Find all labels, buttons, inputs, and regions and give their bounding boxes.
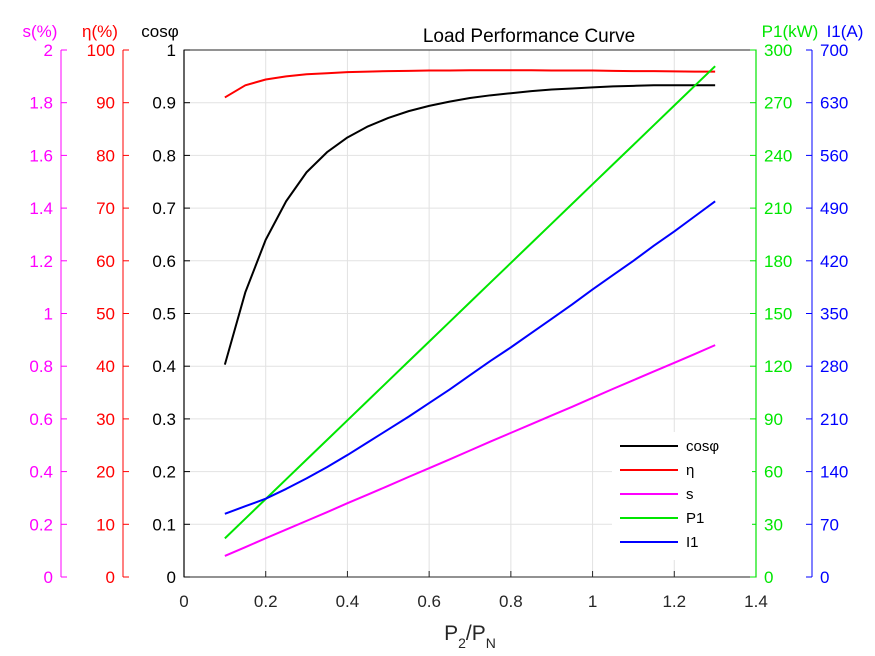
y-tick-label-i1: 700 [820, 41, 848, 60]
y-axis-title-s: s(%) [23, 22, 58, 41]
y-tick-label-i1: 490 [820, 199, 848, 218]
y-tick-label-i1: 280 [820, 357, 848, 376]
y-tick-label-s: 0 [44, 568, 53, 587]
y-tick-label-eta: 40 [96, 357, 115, 376]
y-tick-label-eta: 80 [96, 146, 115, 165]
y-tick-label-cos: 1 [167, 41, 176, 60]
y-axis-title-i1: I1(A) [827, 22, 864, 41]
y-tick-label-cos: 0 [167, 568, 176, 587]
y-tick-label-eta: 100 [87, 41, 115, 60]
y-tick-label-i1: 70 [820, 515, 839, 534]
y-tick-label-s: 0.8 [29, 357, 53, 376]
series-line-eta [224, 69, 716, 99]
y-tick-label-cos: 0.4 [152, 357, 176, 376]
x-tick-label: 0.2 [254, 592, 278, 611]
y-tick-label-s: 1.6 [29, 146, 53, 165]
y-tick-label-s: 1.8 [29, 94, 53, 113]
y-tick-label-p1: 60 [764, 463, 783, 482]
y-tick-label-s: 1 [44, 305, 53, 324]
y-tick-label-eta: 10 [96, 515, 115, 534]
y-axis-title-p1: P1(kW) [762, 22, 819, 41]
x-tick-label: 1.4 [744, 592, 768, 611]
y-tick-label-s: 0.4 [29, 463, 53, 482]
y-tick-label-cos: 0.7 [152, 199, 176, 218]
y-tick-label-cos: 0.3 [152, 410, 176, 429]
y-tick-label-p1: 90 [764, 410, 783, 429]
y-tick-label-eta: 30 [96, 410, 115, 429]
legend-label-i1: I1 [686, 534, 699, 551]
legend-label-eta: η [686, 462, 694, 479]
y-tick-label-cos: 0.1 [152, 515, 176, 534]
y-tick-label-s: 0.2 [29, 515, 53, 534]
y-tick-label-p1: 270 [764, 94, 792, 113]
y-tick-label-i1: 0 [820, 568, 829, 587]
y-tick-label-p1: 180 [764, 252, 792, 271]
y-tick-label-eta: 60 [96, 252, 115, 271]
y-tick-label-i1: 350 [820, 305, 848, 324]
x-tick-label: 0.8 [499, 592, 523, 611]
y-tick-label-p1: 300 [764, 41, 792, 60]
y-tick-label-i1: 420 [820, 252, 848, 271]
y-tick-label-p1: 240 [764, 146, 792, 165]
x-tick-label: 1 [588, 592, 597, 611]
y-tick-label-cos: 0.6 [152, 252, 176, 271]
y-tick-label-cos: 0.5 [152, 305, 176, 324]
y-tick-label-i1: 140 [820, 463, 848, 482]
x-tick-label: 1.2 [662, 592, 686, 611]
y-tick-label-cos: 0.9 [152, 94, 176, 113]
legend-box [612, 432, 752, 560]
series-line-cos [223, 84, 716, 365]
series-line-i1 [224, 200, 716, 515]
series-line-s [224, 344, 716, 557]
chart-title: Load Performance Curve [423, 26, 635, 47]
y-axis-title-eta: η(%) [82, 22, 118, 41]
y-tick-label-s: 2 [44, 41, 53, 60]
y-tick-label-p1: 120 [764, 357, 792, 376]
x-tick-label: 0.6 [417, 592, 441, 611]
y-tick-label-p1: 30 [764, 515, 783, 534]
y-tick-label-s: 1.4 [29, 199, 53, 218]
y-tick-label-eta: 20 [96, 463, 115, 482]
y-tick-label-eta: 0 [106, 568, 115, 587]
y-tick-label-eta: 50 [96, 305, 115, 324]
y-tick-label-cos: 0.2 [152, 463, 176, 482]
axes-layer: 0 0.2 0.4 0.6 0.8 1 1.2 1.4 0 0.2 0.4 0.6 0.8 1 1.2 1.4… [23, 22, 864, 611]
y-tick-label-p1: 0 [764, 568, 773, 587]
y-tick-label-s: 0.6 [29, 410, 53, 429]
grid-lines [183, 49, 757, 578]
legend-label-cos: cosφ [686, 438, 719, 455]
y-axis-title-cos: cosφ [141, 22, 178, 41]
y-tick-label-i1: 630 [820, 94, 848, 113]
series-layer [223, 65, 716, 557]
y-tick-label-p1: 210 [764, 199, 792, 218]
legend: cosφ ηs P1 I1 [612, 432, 752, 560]
x-axis-label: P2/PN [444, 622, 496, 651]
y-tick-label-p1: 150 [764, 305, 792, 324]
legend-label-p1: P1 [686, 510, 704, 527]
y-tick-label-s: 1.2 [29, 252, 53, 271]
y-tick-label-i1: 560 [820, 146, 848, 165]
x-tick-label: 0 [179, 592, 188, 611]
legend-label-s: s [686, 486, 694, 503]
y-tick-label-eta: 70 [96, 199, 115, 218]
y-tick-label-cos: 0.8 [152, 146, 176, 165]
y-tick-label-i1: 210 [820, 410, 848, 429]
series-line-p1 [224, 65, 716, 540]
y-tick-label-eta: 90 [96, 94, 115, 113]
x-tick-label: 0.4 [336, 592, 360, 611]
